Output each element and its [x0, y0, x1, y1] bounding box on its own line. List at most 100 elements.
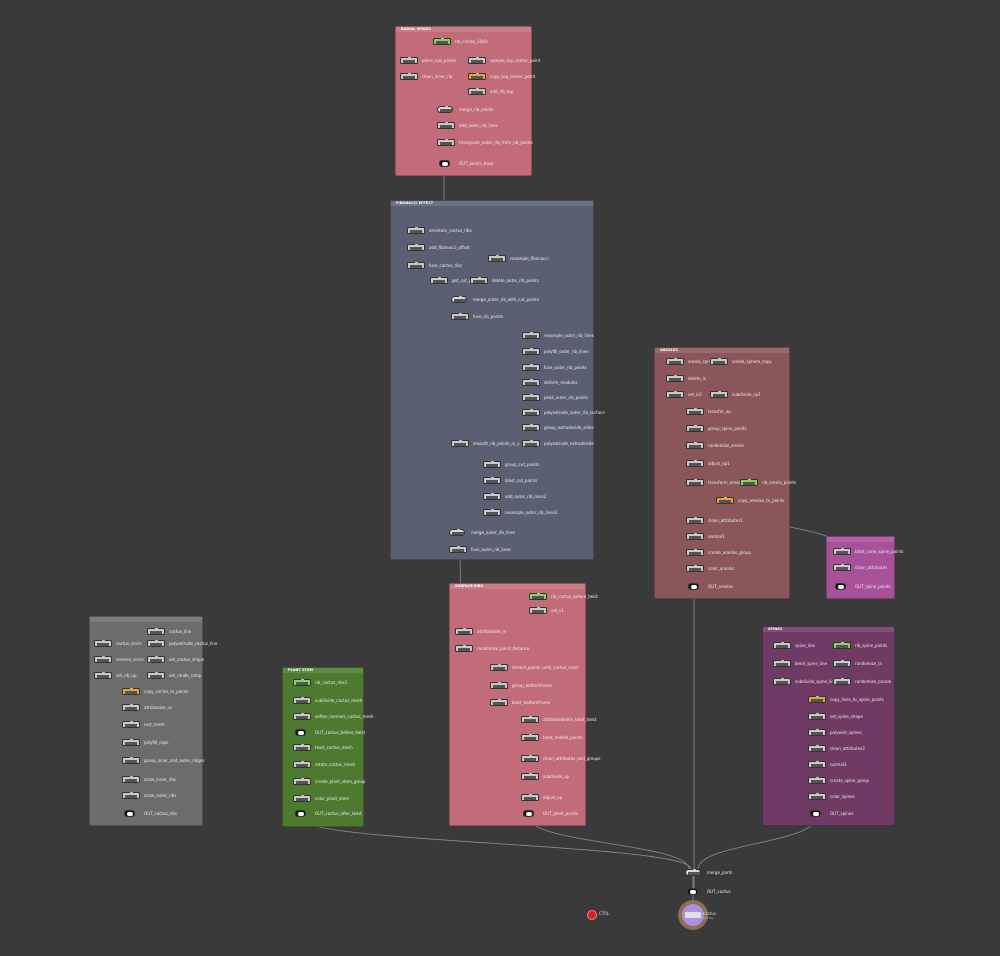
node-body[interactable] [490, 663, 508, 671]
node-body[interactable] [293, 743, 311, 751]
node-body[interactable] [490, 681, 508, 689]
node-body[interactable] [808, 792, 826, 800]
node-body[interactable] [773, 659, 791, 667]
node-body[interactable] [468, 87, 486, 95]
node-body[interactable] [686, 532, 704, 540]
node-body[interactable] [686, 459, 704, 467]
node-body[interactable] [94, 655, 112, 663]
node-body[interactable] [521, 772, 539, 780]
node-body[interactable] [439, 160, 450, 167]
node-body[interactable] [455, 644, 473, 652]
node-body[interactable] [686, 564, 704, 572]
node-body[interactable] [808, 776, 826, 784]
node-body[interactable] [522, 331, 540, 339]
node-body[interactable] [687, 888, 698, 895]
node-body[interactable] [451, 312, 469, 320]
node-body[interactable] [808, 712, 826, 720]
node-body[interactable] [470, 276, 488, 284]
node-body[interactable] [407, 226, 425, 234]
network-box-radial-spikes[interactable]: RADIAL SPIKES [395, 26, 532, 176]
node-body[interactable] [521, 793, 539, 801]
node-body[interactable] [522, 393, 540, 401]
node-body[interactable] [710, 357, 728, 365]
node-body[interactable] [686, 424, 704, 432]
control-null-node[interactable] [587, 910, 597, 920]
node-body[interactable] [122, 720, 140, 728]
node-body[interactable] [808, 744, 826, 752]
node-body[interactable] [686, 548, 704, 556]
node-body[interactable] [686, 516, 704, 524]
network-box-areoles[interactable]: AREOLES [654, 347, 790, 599]
node-body[interactable] [808, 695, 826, 703]
node-body[interactable] [468, 56, 486, 64]
node-body[interactable] [529, 592, 547, 600]
node-body[interactable] [147, 627, 165, 635]
node-body[interactable] [407, 243, 425, 251]
node-body[interactable] [833, 563, 851, 571]
node-body[interactable] [483, 508, 501, 516]
node-body[interactable] [400, 72, 418, 80]
node-body[interactable] [449, 528, 465, 536]
node-body[interactable] [716, 496, 734, 504]
node-body[interactable] [437, 138, 455, 146]
node-body[interactable] [293, 712, 311, 720]
node-body[interactable] [468, 72, 486, 80]
node-body[interactable] [483, 460, 501, 468]
network-box-spines[interactable]: SPINES [762, 626, 895, 826]
node-body[interactable] [522, 439, 540, 447]
node-body[interactable] [147, 671, 165, 679]
node-body[interactable] [666, 357, 684, 365]
node-body[interactable] [122, 738, 140, 746]
node-body[interactable] [433, 37, 451, 45]
node-body[interactable] [451, 295, 467, 303]
node-body[interactable] [483, 476, 501, 484]
node-body[interactable] [437, 121, 455, 129]
node-body[interactable] [521, 754, 539, 762]
node-body[interactable] [293, 678, 311, 686]
node-body[interactable] [449, 545, 467, 553]
node-body[interactable] [293, 777, 311, 785]
node-body[interactable] [122, 791, 140, 799]
node-body[interactable] [94, 639, 112, 647]
node-body[interactable] [521, 733, 539, 741]
node-body[interactable] [808, 728, 826, 736]
node-body[interactable] [529, 606, 547, 614]
node-body[interactable] [430, 276, 448, 284]
node-body[interactable] [293, 760, 311, 768]
node-body[interactable] [451, 439, 469, 447]
node-body[interactable] [407, 261, 425, 269]
node-body[interactable] [685, 868, 701, 876]
network-box-cactus-ribs[interactable] [89, 616, 203, 826]
node-body[interactable] [400, 56, 418, 64]
node-body[interactable] [666, 374, 684, 382]
node-body[interactable] [773, 641, 791, 649]
node-body[interactable] [147, 639, 165, 647]
node-body[interactable] [833, 547, 851, 555]
node-body[interactable] [122, 775, 140, 783]
node-body[interactable] [740, 478, 758, 486]
network-box-surface-ribs[interactable]: SURFACE RIBS [449, 583, 586, 826]
node-body[interactable] [147, 655, 165, 663]
node-body[interactable] [808, 760, 826, 768]
node-body[interactable] [686, 407, 704, 415]
node-body[interactable] [666, 390, 684, 398]
node-body[interactable] [833, 659, 851, 667]
node-body[interactable] [295, 810, 306, 817]
node-body[interactable] [522, 363, 540, 371]
node-body[interactable] [94, 671, 112, 679]
node-body[interactable] [122, 687, 140, 695]
output-node-chip[interactable] [685, 912, 701, 918]
node-body[interactable] [773, 677, 791, 685]
node-body[interactable] [490, 698, 508, 706]
node-body[interactable] [522, 423, 540, 431]
node-body[interactable] [686, 441, 704, 449]
node-body[interactable] [293, 794, 311, 802]
node-body[interactable] [522, 408, 540, 416]
node-body[interactable] [686, 478, 704, 486]
node-body[interactable] [521, 715, 539, 723]
node-body[interactable] [295, 729, 306, 736]
node-body[interactable] [124, 810, 135, 817]
node-body[interactable] [437, 105, 453, 113]
node-body[interactable] [688, 583, 699, 590]
